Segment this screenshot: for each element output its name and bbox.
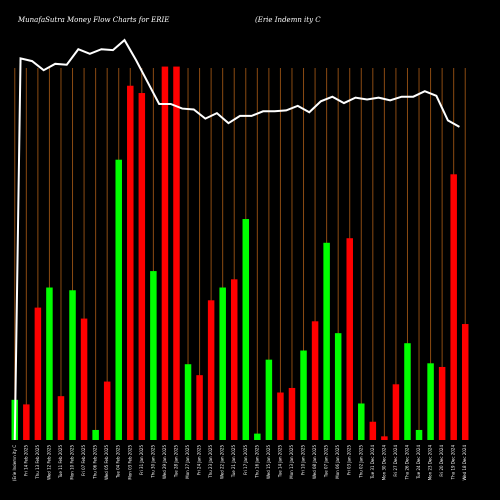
x-tick-label: Mon 03 Feb 2025 — [127, 445, 132, 480]
bar — [219, 287, 226, 440]
bar — [150, 271, 157, 440]
bar — [265, 359, 273, 440]
x-tick-label: Fri 14 Feb 2025 — [23, 445, 28, 476]
bar — [173, 66, 180, 440]
bar — [196, 375, 203, 440]
x-tick-label: (Erie Indemn ity C — [12, 445, 17, 481]
x-tick-label: Fri 07 Feb 2025 — [81, 445, 86, 476]
x-tick-label: Wed 12 Feb 2025 — [46, 445, 51, 480]
x-tick-label: Fri 03 Jan 2025 — [347, 445, 352, 475]
x-tick-label: Fri 17 Jan 2025 — [243, 445, 248, 475]
bar — [161, 66, 169, 440]
x-tick-label: Fri 24 Jan 2025 — [197, 445, 202, 475]
bar — [438, 366, 446, 440]
bar — [230, 279, 238, 440]
line-series — [13, 38, 460, 441]
bar — [461, 324, 469, 440]
chart-title-company: (Erie Indemn ity C — [255, 16, 321, 24]
x-tick-label: Thu 30 Jan 2025 — [150, 445, 155, 479]
bar — [427, 363, 434, 440]
x-tick-label: Wed 18 Dec 2024 — [462, 445, 467, 481]
bar — [300, 350, 307, 440]
bar — [92, 429, 99, 440]
bar — [138, 93, 146, 440]
bar — [277, 392, 284, 440]
x-tick-label: Mon 27 Jan 2025 — [185, 445, 190, 479]
x-tick-label: Wed 05 Feb 2025 — [104, 445, 109, 480]
x-tick-label: Thu 16 Jan 2025 — [254, 445, 259, 479]
x-tick-label: Wed 22 Jan 2025 — [220, 445, 225, 479]
bar — [127, 85, 134, 441]
bar — [207, 300, 215, 440]
bar — [450, 174, 457, 441]
bar — [103, 381, 111, 440]
x-tick-label: Mon 13 Jan 2025 — [289, 445, 294, 479]
x-tick-label: Tue 04 Feb 2025 — [116, 445, 121, 479]
x-tick-label: Tue 14 Jan 2025 — [277, 445, 282, 479]
bar — [358, 403, 365, 440]
bar — [346, 238, 353, 440]
x-tick-label: Tue 21 Jan 2025 — [231, 445, 236, 479]
x-tick-label: Mon 06 Jan 2025 — [335, 445, 340, 479]
x-tick-label: Wed 29 Jan 2025 — [162, 445, 167, 479]
x-tick-label: Thu 23 Jan 2025 — [208, 445, 213, 479]
x-axis-tick-labels: (Erie Indemn ity C Fri 14 Feb 2025 Thu 13 … — [12, 445, 467, 482]
x-tick-label: Wed 08 Jan 2025 — [312, 445, 317, 479]
bar — [323, 242, 330, 440]
x-tick-label: Thu 06 Feb 2025 — [93, 445, 98, 480]
x-tick-label: Fri 10 Jan 2025 — [301, 445, 306, 475]
x-tick-label: Thu 26 Dec 2024 — [404, 445, 409, 481]
money-flow-line — [13, 38, 460, 441]
x-tick-label: Tue 07 Jan 2025 — [324, 445, 329, 479]
chart-title: MunafaSutra Money Flow Charts for ERIE — [17, 16, 169, 24]
bar — [404, 343, 411, 440]
x-tick-label: Tue 11 Feb 2025 — [58, 445, 63, 479]
bar — [254, 433, 261, 440]
x-tick-label: Fri 31 Jan 2025 — [139, 445, 144, 475]
x-tick-label: Tue 28 Jan 2025 — [173, 445, 178, 479]
bar — [46, 287, 53, 440]
bar — [415, 429, 423, 440]
x-tick-label: Fri 20 Dec 2024 — [439, 445, 444, 477]
x-tick-label: Mon 10 Feb 2025 — [70, 445, 75, 480]
bar — [311, 321, 319, 440]
bar — [184, 364, 192, 440]
bar — [242, 219, 250, 440]
x-tick-label: Tue 24 Dec 2024 — [416, 445, 421, 480]
bar — [381, 436, 388, 440]
x-tick-label: Mon 23 Dec 2024 — [428, 445, 433, 481]
bar — [23, 404, 30, 440]
bar — [69, 290, 76, 440]
bar — [369, 421, 377, 440]
x-tick-label: Mon 30 Dec 2024 — [381, 445, 386, 481]
x-tick-label: Thu 02 Jan 2025 — [358, 445, 363, 479]
bar — [57, 396, 65, 440]
bar — [115, 159, 122, 440]
bar-series — [11, 66, 469, 441]
x-tick-label: Tue 31 Dec 2024 — [370, 445, 375, 480]
x-tick-label: Wed 15 Jan 2025 — [266, 445, 271, 479]
x-tick-label: Thu 19 Dec 2024 — [451, 445, 456, 481]
bar — [334, 333, 342, 440]
bar — [392, 384, 400, 440]
x-tick-label: Thu 13 Feb 2025 — [35, 445, 40, 480]
bar — [80, 318, 88, 440]
bar — [34, 307, 42, 440]
x-tick-label: Fri 27 Dec 2024 — [393, 445, 398, 477]
bar — [288, 387, 296, 440]
